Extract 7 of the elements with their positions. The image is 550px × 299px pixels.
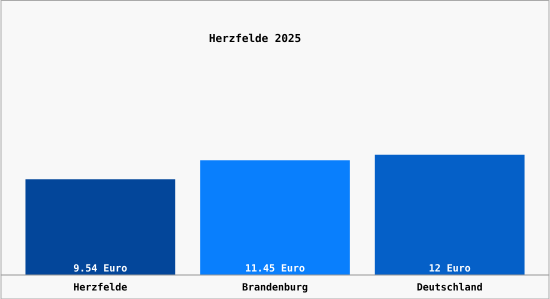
- x-tick-label: Deutschland: [417, 282, 482, 290]
- data-label: 9.54 Euro: [74, 264, 127, 272]
- chart-title: Herzfelde 2025: [210, 33, 300, 42]
- x-tick-label: Brandenburg: [242, 282, 308, 292]
- data-label: 11.45 Euro: [246, 264, 304, 272]
- x-tick-label: Herzfelde: [74, 282, 127, 290]
- data-label: 12 Euro: [430, 264, 470, 272]
